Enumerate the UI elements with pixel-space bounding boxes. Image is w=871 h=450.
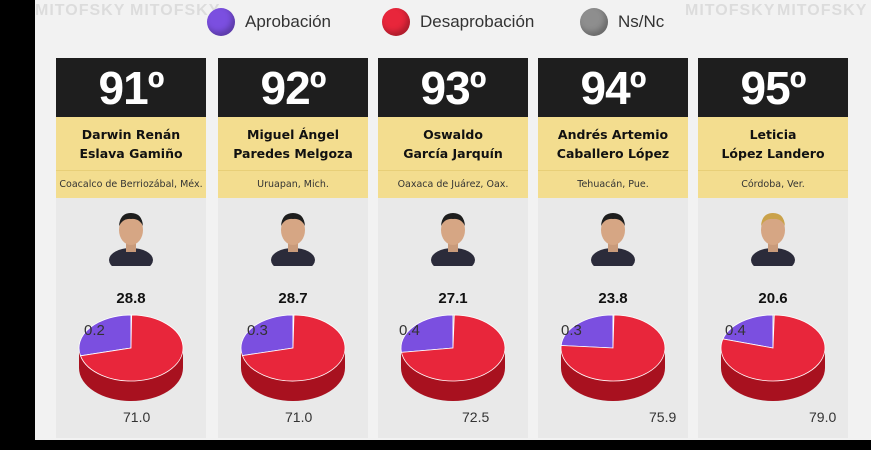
nsnc-value: 0.3 <box>561 322 582 339</box>
approval-slice <box>240 314 294 357</box>
official-card: 91º Darwin Renán Eslava Gamiño Coacalco … <box>56 58 206 438</box>
legend-item-desaprobacion: Desaprobación <box>382 6 534 38</box>
name-line-1: Leticia <box>749 126 797 142</box>
portrait-icon <box>271 213 315 266</box>
disapproval-value: 75.9 <box>649 409 677 425</box>
city-label: Tehuacán, Pue. <box>538 170 688 198</box>
city-label: Córdoba, Ver. <box>698 170 848 198</box>
name-line-1: Darwin Renán <box>81 126 181 142</box>
approval-value: 28.7 <box>278 290 308 307</box>
pie-side <box>721 348 825 401</box>
approval-pie-chart <box>720 314 826 401</box>
name-line-2: Eslava Gamiño <box>79 145 183 161</box>
official-card: 95º Leticia López Landero Córdoba, Ver. … <box>698 58 848 438</box>
pie-side <box>561 348 665 401</box>
watermark: MITOFSKY <box>685 2 776 19</box>
legend: Aprobación Desaprobación Ns/Nc <box>35 6 871 38</box>
chart-panel: 20.6 0.4 79.0 <box>698 198 848 438</box>
approval-pie-chart <box>560 314 666 401</box>
city-label: Oaxaca de Juárez, Oax. <box>378 170 528 198</box>
watermark: MITOFSKY <box>130 2 221 19</box>
rank-badge: 93º <box>378 58 528 117</box>
disapproval-slice <box>400 314 506 382</box>
desaprobacion-swatch-icon <box>382 8 410 36</box>
watermark: MITOFSKY <box>777 2 868 19</box>
chart-panel: 27.1 0.4 72.5 <box>378 198 528 438</box>
approval-value: 27.1 <box>438 290 468 307</box>
nsnc-value: 0.2 <box>84 322 105 339</box>
rank-badge: 94º <box>538 58 688 117</box>
nsnc-value: 0.3 <box>247 322 268 339</box>
approval-slice <box>400 314 454 353</box>
pie-side <box>401 348 505 401</box>
official-card: 92º Miguel Ángel Paredes Melgoza Uruapan… <box>218 58 368 438</box>
official-name: Darwin Renán Eslava Gamiño <box>56 117 206 170</box>
rank-badge: 91º <box>56 58 206 117</box>
disapproval-slice <box>79 314 184 382</box>
disapproval-slice <box>241 314 346 382</box>
chart-panel: 23.8 0.3 75.9 <box>538 198 688 438</box>
legend-label: Aprobación <box>245 12 332 31</box>
official-name: Oswaldo García Jarquín <box>378 117 528 170</box>
pie-side <box>241 348 345 401</box>
disapproval-value: 79.0 <box>809 409 837 425</box>
disapproval-slice <box>560 314 666 382</box>
disapproval-value: 71.0 <box>123 409 151 425</box>
nsnc-swatch-icon <box>580 8 608 36</box>
rank-badge: 92º <box>218 58 368 117</box>
disapproval-value: 72.5 <box>462 409 490 425</box>
chart-panel: 28.8 0.2 71.0 <box>56 198 206 438</box>
watermark: MITOFSKY <box>35 2 126 19</box>
approval-value: 23.8 <box>598 290 628 307</box>
legend-item-nsnc: Ns/Nc <box>580 6 664 38</box>
name-line-1: Miguel Ángel <box>247 126 339 142</box>
rank-badge: 95º <box>698 58 848 117</box>
official-card: 94º Andrés Artemio Caballero López Tehua… <box>538 58 688 438</box>
nsnc-value: 0.4 <box>399 322 420 339</box>
official-name: Miguel Ángel Paredes Melgoza <box>218 117 368 170</box>
approval-pie-chart <box>78 314 184 401</box>
approval-pie-chart <box>400 314 506 401</box>
name-line-2: García Jarquín <box>403 145 503 161</box>
name-line-2: López Landero <box>721 145 825 161</box>
portrait-icon <box>109 213 153 266</box>
city-label: Coacalco de Berriozábal, Méx. <box>56 170 206 198</box>
approval-value: 20.6 <box>758 290 788 307</box>
city-label: Uruapan, Mich. <box>218 170 368 198</box>
legend-label: Ns/Nc <box>618 12 665 31</box>
infographic: MITOFSKY MITOFSKY MITOFSKY MITOFSKY Apro… <box>35 0 871 440</box>
name-line-2: Paredes Melgoza <box>233 145 353 161</box>
official-card: 93º Oswaldo García Jarquín Oaxaca de Juá… <box>378 58 528 438</box>
disapproval-value: 71.0 <box>285 409 313 425</box>
approval-value: 28.8 <box>116 290 146 307</box>
approval-slice <box>78 314 132 357</box>
portrait-icon <box>751 213 795 266</box>
chart-panel: 28.7 0.3 71.0 <box>218 198 368 438</box>
name-line-2: Caballero López <box>556 145 670 161</box>
official-name: Leticia López Landero <box>698 117 848 170</box>
approval-pie-chart <box>240 314 346 401</box>
name-line-1: Oswaldo <box>423 126 483 142</box>
portrait-icon <box>431 213 475 266</box>
approval-slice <box>560 314 614 349</box>
legend-item-aprobacion: Aprobación <box>207 6 331 38</box>
legend-label: Desaprobación <box>420 12 535 31</box>
disapproval-slice <box>720 314 826 382</box>
name-line-1: Andrés Artemio <box>557 126 669 142</box>
official-name: Andrés Artemio Caballero López <box>538 117 688 170</box>
nsnc-value: 0.4 <box>725 322 746 339</box>
pie-side <box>79 348 183 401</box>
aprobacion-swatch-icon <box>207 8 235 36</box>
portrait-icon <box>591 213 635 266</box>
approval-slice <box>722 314 774 349</box>
